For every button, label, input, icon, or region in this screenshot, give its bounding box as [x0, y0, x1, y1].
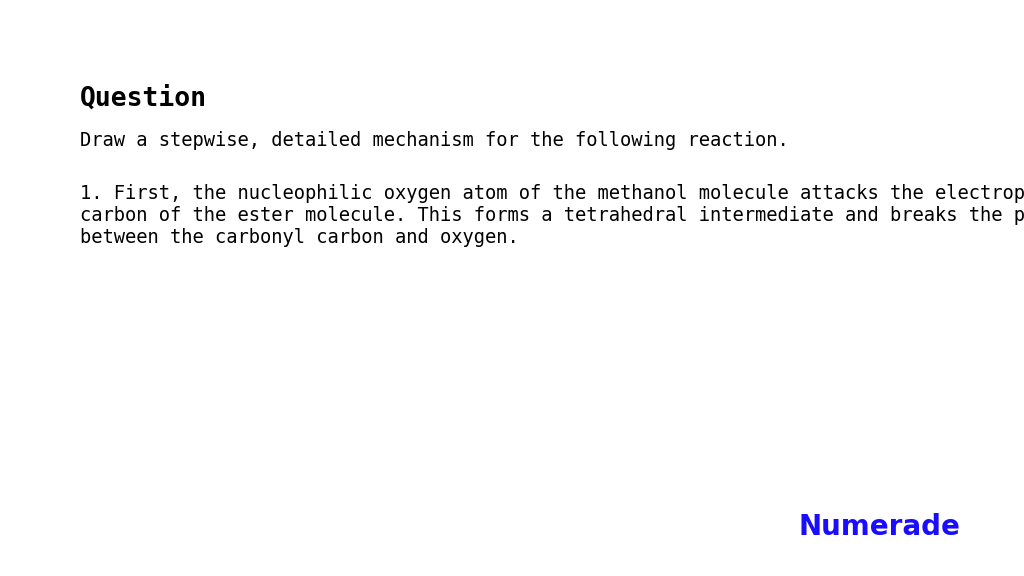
- Text: Question: Question: [80, 86, 207, 112]
- Text: between the carbonyl carbon and oxygen.: between the carbonyl carbon and oxygen.: [80, 228, 519, 247]
- Text: 1. First, the nucleophilic oxygen atom of the methanol molecule attacks the elec: 1. First, the nucleophilic oxygen atom o…: [80, 184, 1024, 203]
- Text: Numerade: Numerade: [798, 513, 961, 541]
- Text: carbon of the ester molecule. This forms a tetrahedral intermediate and breaks t: carbon of the ester molecule. This forms…: [80, 206, 1024, 225]
- Text: Draw a stepwise, detailed mechanism for the following reaction.: Draw a stepwise, detailed mechanism for …: [80, 131, 788, 150]
